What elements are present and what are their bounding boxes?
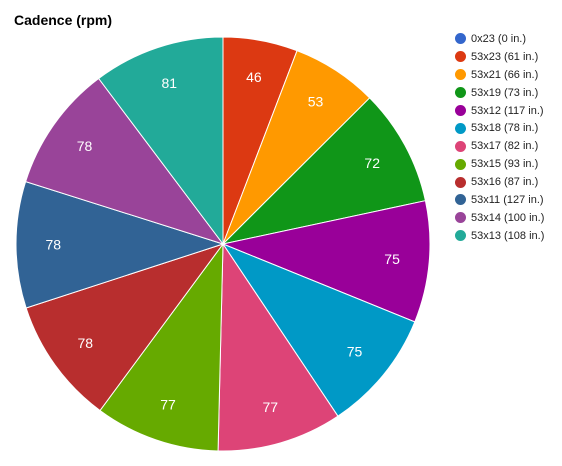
pie-slice-4[interactable]: [221, 200, 431, 323]
slice-value-label-10: 78: [77, 138, 93, 154]
pie-slice-9[interactable]: [15, 180, 225, 309]
legend-swatch: [455, 158, 466, 170]
pie-slice-7[interactable]: [99, 242, 224, 452]
chart-title: Cadence (rpm): [14, 12, 113, 28]
legend-label: 53x21 (66 in.): [471, 68, 539, 81]
slice-value-label-6: 77: [263, 399, 279, 415]
slice-value-label-2: 53: [308, 94, 324, 110]
legend-swatch: [455, 194, 466, 206]
legend-item-2[interactable]: 53x21 (66 in.): [455, 66, 544, 84]
legend-swatch: [455, 69, 466, 81]
legend-item-0[interactable]: 0x23 (0 in.): [455, 30, 544, 48]
legend: 0x23 (0 in.) 53x23 (61 in.) 53x21 (66 in.)…: [455, 30, 544, 245]
legend-label: 53x16 (87 in.): [471, 176, 539, 189]
legend-swatch: [455, 87, 466, 99]
pie-slice-6[interactable]: [217, 242, 339, 452]
legend-item-3[interactable]: 53x19 (73 in.): [455, 84, 544, 102]
legend-item-10[interactable]: 53x14 (100 in.): [455, 209, 544, 227]
slice-value-label-9: 78: [45, 237, 61, 253]
slice-value-label-4: 75: [384, 251, 400, 267]
legend-label: 53x17 (82 in.): [471, 140, 539, 153]
legend-swatch: [455, 212, 466, 224]
slice-value-label-8: 78: [77, 335, 93, 351]
slice-value-label-1: 46: [246, 69, 262, 85]
pie-slice-5[interactable]: [221, 242, 416, 417]
legend-label: 0x23 (0 in.): [471, 32, 527, 45]
legend-item-7[interactable]: 53x15 (93 in.): [455, 155, 544, 173]
legend-label: 53x11 (127 in.): [471, 193, 544, 206]
legend-swatch: [455, 140, 466, 152]
legend-label: 53x15 (93 in.): [471, 158, 539, 171]
legend-item-11[interactable]: 53x13 (108 in.): [455, 227, 544, 245]
pie-slice-3[interactable]: [221, 97, 427, 245]
slice-value-label-11: 81: [161, 75, 177, 91]
legend-label: 53x12 (117 in.): [471, 104, 544, 117]
legend-item-5[interactable]: 53x18 (78 in.): [455, 119, 544, 137]
legend-item-1[interactable]: 53x23 (61 in.): [455, 48, 544, 66]
legend-label: 53x14 (100 in.): [471, 211, 545, 224]
legend-swatch: [455, 176, 466, 188]
slice-value-label-5: 75: [347, 343, 363, 359]
slice-value-label-3: 72: [364, 155, 380, 171]
pie-slice-8[interactable]: [25, 243, 225, 412]
pie-chart: 46 53 72 75 75 77 77 78 78 78 81: [15, 36, 431, 452]
slice-value-label-7: 77: [160, 397, 176, 413]
legend-swatch: [455, 230, 466, 242]
legend-label: 53x18 (78 in.): [471, 122, 539, 135]
legend-swatch: [455, 33, 466, 45]
legend-item-4[interactable]: 53x12 (117 in.): [455, 102, 544, 120]
legend-label: 53x19 (73 in.): [471, 86, 539, 99]
legend-swatch: [455, 105, 466, 116]
legend-swatch: [455, 51, 466, 63]
legend-item-6[interactable]: 53x17 (82 in.): [455, 137, 544, 155]
pie-slice-10[interactable]: [25, 77, 225, 245]
legend-item-9[interactable]: 53x11 (127 in.): [455, 191, 544, 209]
legend-swatch: [455, 122, 466, 134]
legend-label: 53x23 (61 in.): [471, 50, 539, 63]
legend-label: 53x13 (108 in.): [471, 229, 545, 242]
legend-item-8[interactable]: 53x16 (87 in.): [455, 173, 544, 191]
pie-slice-11[interactable]: [97, 36, 224, 246]
